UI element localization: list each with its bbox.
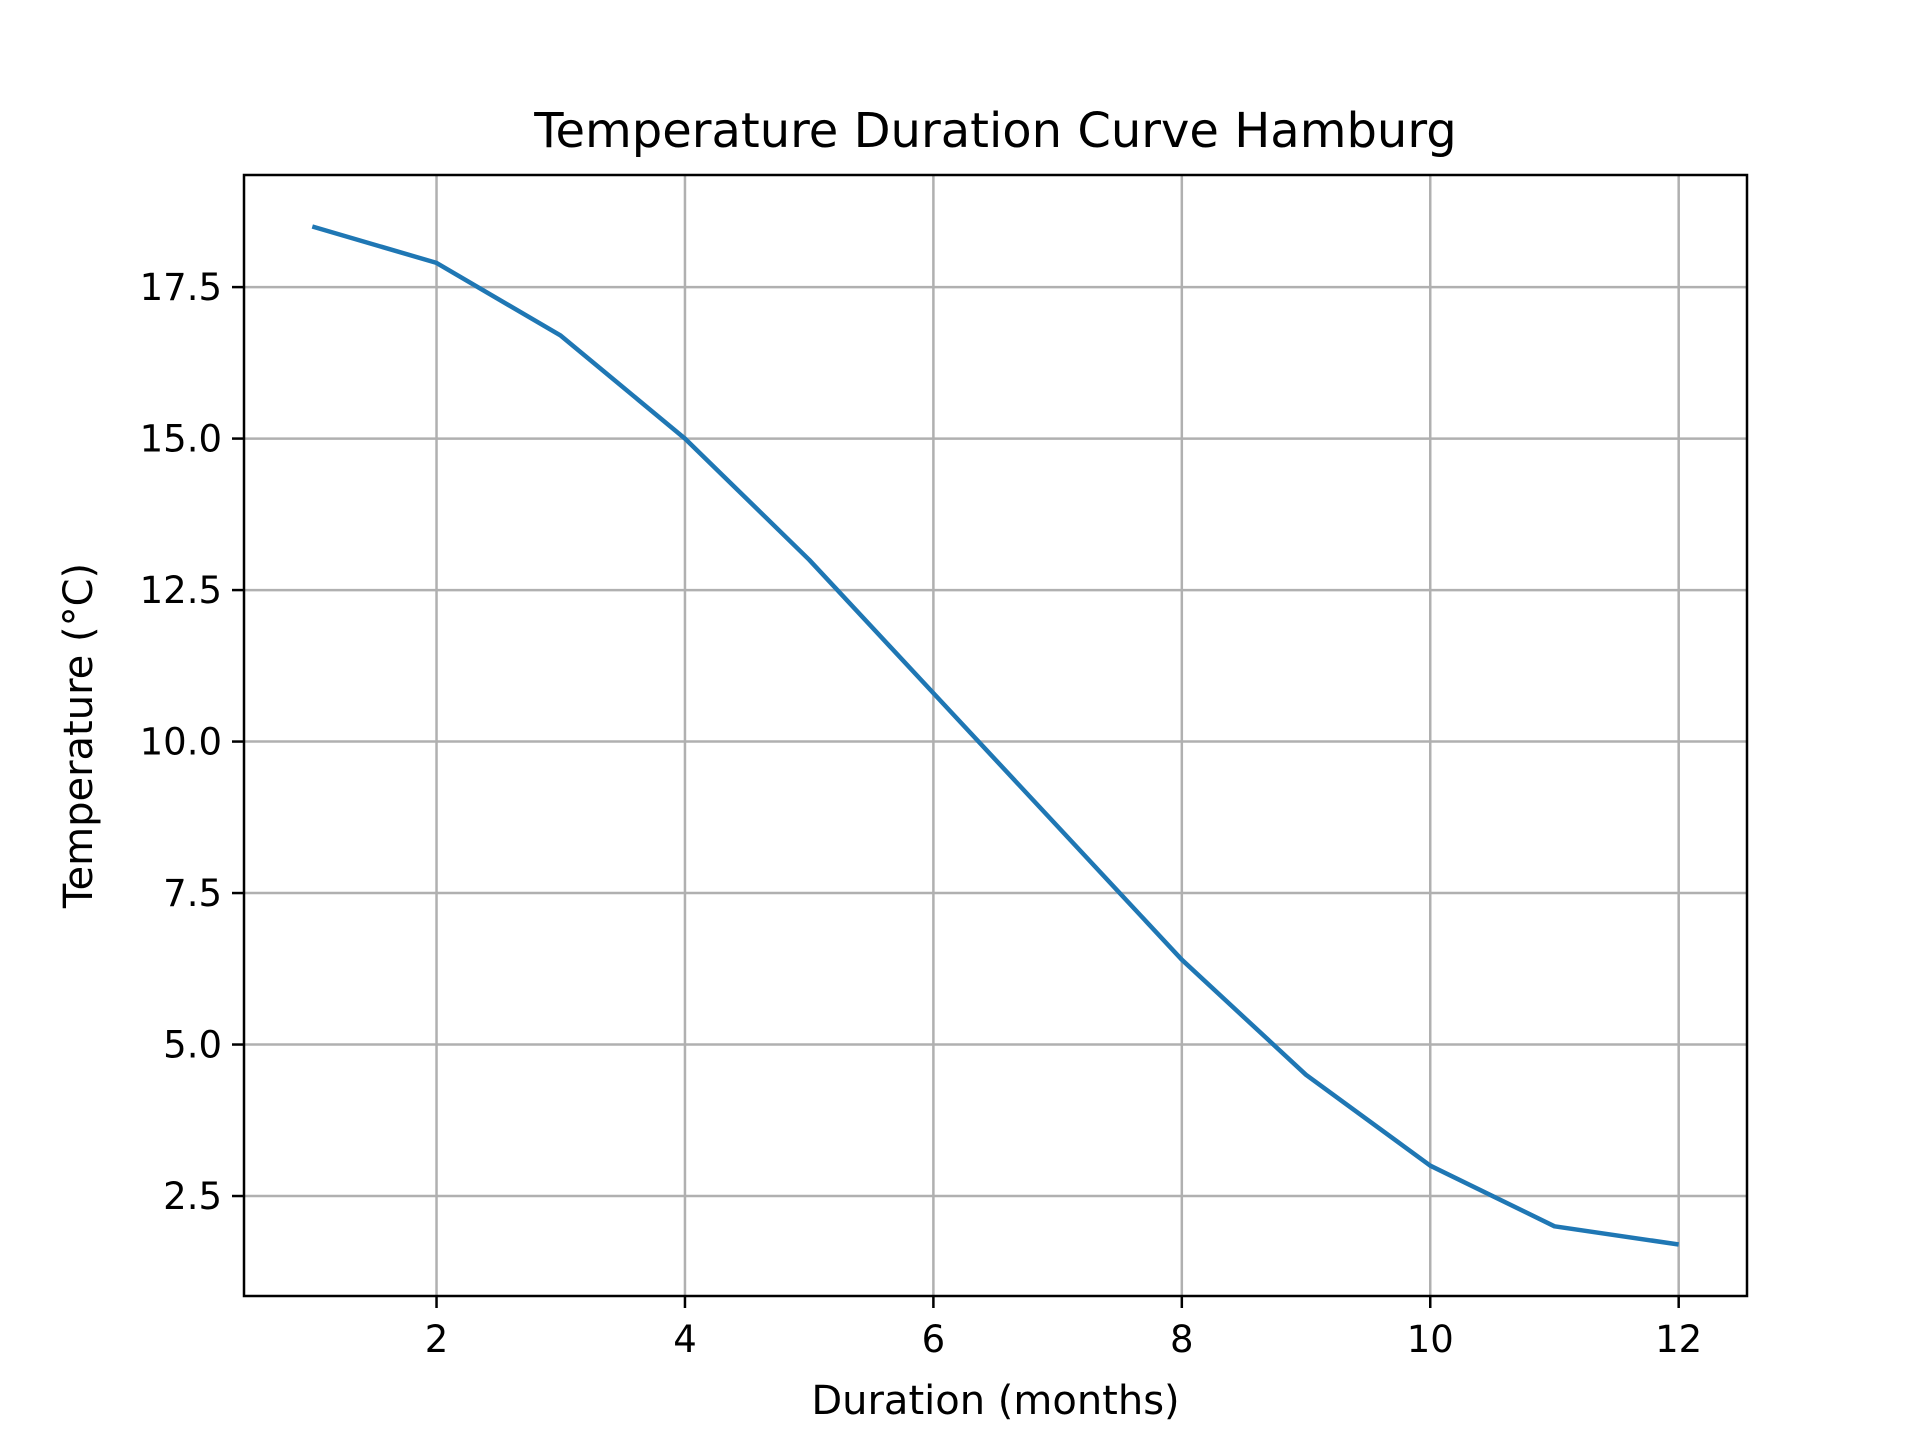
y-tick-label: 2.5 — [163, 1175, 222, 1218]
y-tick-label: 15.0 — [140, 418, 222, 461]
x-tick-label: 2 — [425, 1318, 449, 1361]
x-tick-label: 8 — [1170, 1318, 1194, 1361]
grid-layer — [244, 175, 1747, 1296]
series-layer — [311, 224, 1680, 1247]
y-tick-label: 7.5 — [163, 872, 222, 915]
x-tick-label: 10 — [1407, 1318, 1454, 1361]
tick-layer: 2 4 6 8 10 12 2.5 5.0 7.5 10.0 12.5 15.0 17.5 — [140, 266, 1703, 1361]
y-axis-label: Temperature (°C) — [56, 563, 102, 909]
x-tick-label: 4 — [673, 1318, 697, 1361]
y-tick-label: 5.0 — [163, 1024, 222, 1067]
x-tick-label: 12 — [1655, 1318, 1702, 1361]
x-tick-label: 6 — [922, 1318, 946, 1361]
chart-title: Temperature Duration Curve Hamburg — [533, 103, 1456, 159]
y-tick-label: 17.5 — [140, 266, 222, 309]
plot-frame — [242, 173, 1749, 1298]
x-axis-label: Duration (months) — [811, 1378, 1179, 1424]
y-tick-label: 10.0 — [140, 721, 222, 764]
y-tick-label: 12.5 — [140, 569, 222, 612]
series-line — [311, 224, 1680, 1247]
